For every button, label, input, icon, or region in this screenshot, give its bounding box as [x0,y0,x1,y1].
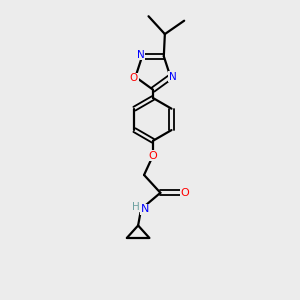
Text: O: O [130,74,138,83]
Text: N: N [137,50,145,60]
Text: H: H [132,202,140,212]
Text: O: O [148,151,157,160]
Text: N: N [140,204,149,214]
Text: O: O [181,188,189,198]
Text: N: N [169,72,177,82]
